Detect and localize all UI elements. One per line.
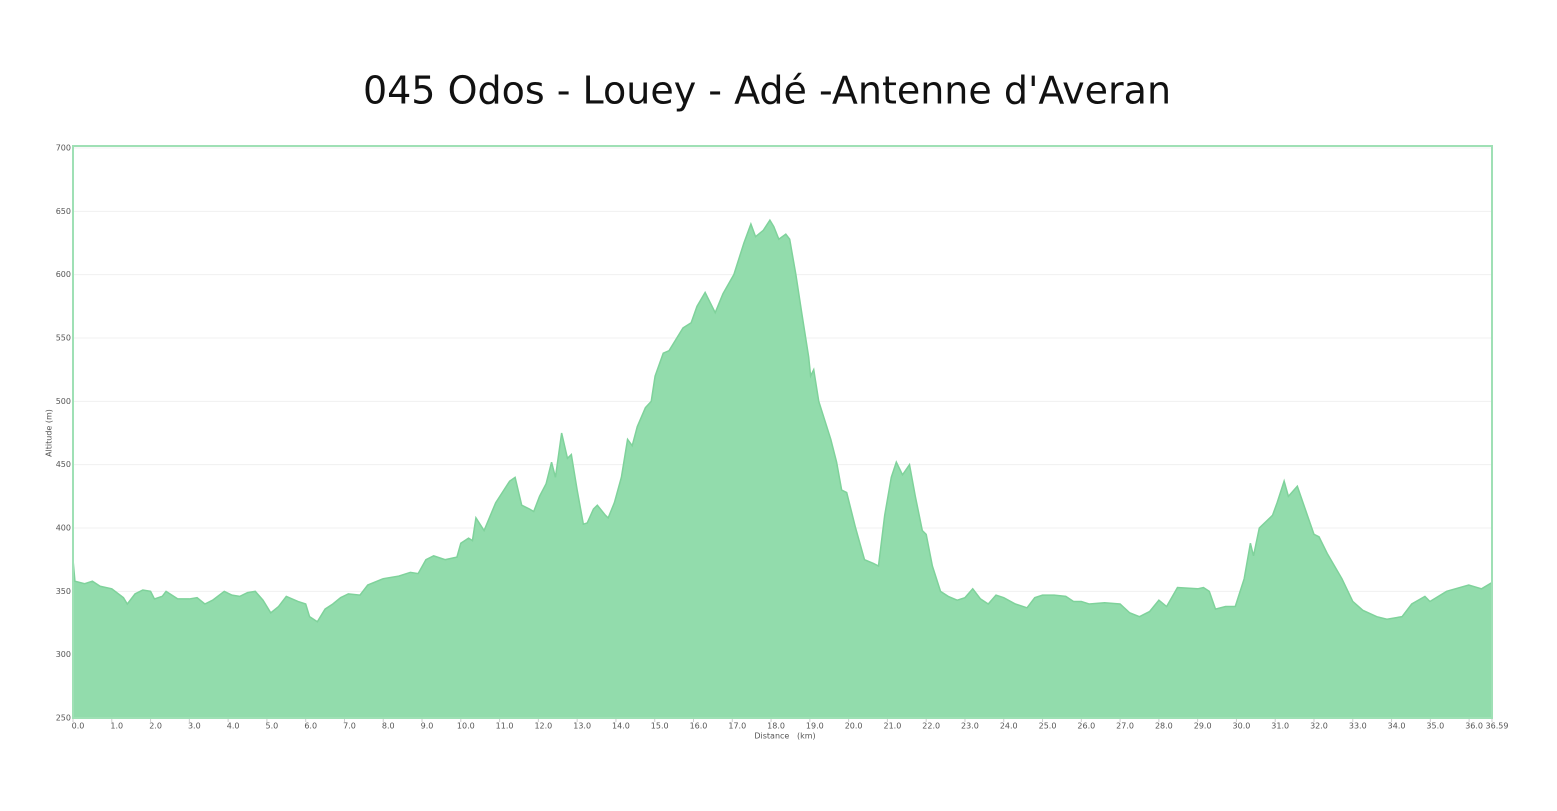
x-tick-label: 16.0 xyxy=(690,722,708,731)
x-tick-label: 22.0 xyxy=(922,722,940,731)
x-tick-label: 7.0 xyxy=(343,722,356,731)
x-tick-label: 24.0 xyxy=(1000,722,1018,731)
x-tick-label: 18.0 xyxy=(767,722,785,731)
y-tick-label: 500 xyxy=(56,397,71,406)
x-tick-label: 19.0 xyxy=(806,722,824,731)
area xyxy=(73,220,1492,718)
x-tick-label: 36.0 xyxy=(1465,722,1483,731)
x-tick-label: 0.0 xyxy=(72,722,85,731)
y-tick-label: 700 xyxy=(56,144,71,153)
x-tick-label: 4.0 xyxy=(227,722,240,731)
x-tick-label: 11.0 xyxy=(496,722,514,731)
x-tick-label: 30.0 xyxy=(1233,722,1251,731)
y-axis-label: Altitude (m) xyxy=(45,409,54,457)
x-tick-label: 21.0 xyxy=(883,722,901,731)
x-tick-label: 35.0 xyxy=(1426,722,1444,731)
x-tick-label: 14.0 xyxy=(612,722,630,731)
x-tick-label: 8.0 xyxy=(382,722,395,731)
x-tick-label: 25.0 xyxy=(1039,722,1057,731)
x-tick-label: 36.59 xyxy=(1486,722,1509,731)
x-tick-label: 1.0 xyxy=(110,722,123,731)
x-tick-label: 32.0 xyxy=(1310,722,1328,731)
x-tick-label: 6.0 xyxy=(304,722,317,731)
y-tick-label: 650 xyxy=(56,207,71,216)
y-tick-label: 600 xyxy=(56,270,71,279)
area-outline xyxy=(72,218,1493,623)
x-tick-label: 28.0 xyxy=(1155,722,1173,731)
plot-border xyxy=(72,145,1493,719)
y-tick-label: 550 xyxy=(56,334,71,343)
x-axis-label: Distance (km) xyxy=(754,732,815,741)
x-tick-label: 2.0 xyxy=(149,722,162,731)
y-tick-label: 300 xyxy=(56,650,71,659)
x-tick-label: 3.0 xyxy=(188,722,201,731)
y-tick-label: 450 xyxy=(56,460,71,469)
y-tick-label: 400 xyxy=(56,524,71,533)
x-tick-label: 27.0 xyxy=(1116,722,1134,731)
x-tick-label: 5.0 xyxy=(266,722,279,731)
x-tick-label: 23.0 xyxy=(961,722,979,731)
x-tick-label: 17.0 xyxy=(728,722,746,731)
x-tick-label: 13.0 xyxy=(573,722,591,731)
x-tick-label: 31.0 xyxy=(1271,722,1289,731)
x-tick-label: 33.0 xyxy=(1349,722,1367,731)
x-tick-label: 26.0 xyxy=(1077,722,1095,731)
x-tick-label: 9.0 xyxy=(421,722,434,731)
x-tick-label: 20.0 xyxy=(845,722,863,731)
y-tick-label: 350 xyxy=(56,587,71,596)
y-tick-label: 250 xyxy=(56,714,71,723)
x-tick-label: 29.0 xyxy=(1194,722,1212,731)
x-tick-label: 15.0 xyxy=(651,722,669,731)
x-tick-label: 34.0 xyxy=(1388,722,1406,731)
x-tick-label: 12.0 xyxy=(534,722,552,731)
chart-title: 045 Odos - Louey - Adé -Antenne d'Averan xyxy=(363,69,1171,113)
x-tick-label: 10.0 xyxy=(457,722,475,731)
